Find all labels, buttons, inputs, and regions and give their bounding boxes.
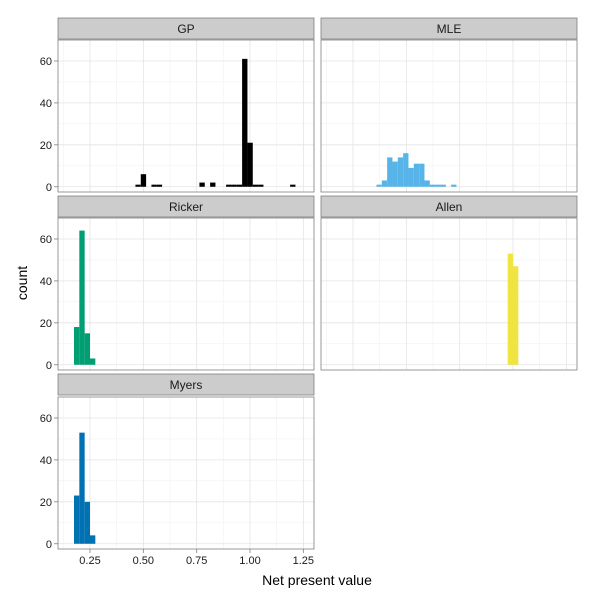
y-tick-label: 20	[40, 318, 52, 330]
histogram-bar	[424, 180, 430, 187]
x-tick-label: 1.00	[239, 555, 260, 567]
histogram-bar	[226, 184, 232, 187]
facet-strip-gp	[57, 17, 315, 40]
histogram-bar	[419, 163, 425, 187]
x-tick-label: 0.50	[133, 555, 154, 567]
y-axis-gp: 0 20 40 60	[40, 56, 58, 194]
y-tick-label: 40	[40, 276, 52, 288]
y-tick-label: 0	[46, 360, 52, 372]
plot-background	[58, 40, 314, 192]
y-axis-myers: 0 20 40 60	[40, 413, 58, 551]
x-axis-title: Net present value	[262, 572, 372, 588]
x-tick-label: 0.25	[79, 555, 100, 567]
y-tick-label: 60	[40, 56, 52, 68]
bars-ricker	[74, 230, 96, 365]
y-tick-label: 0	[46, 182, 52, 194]
histogram-bar	[90, 535, 96, 544]
y-tick-label: 0	[46, 539, 52, 551]
x-tick-label: 0.75	[186, 555, 207, 567]
histogram-bar	[387, 157, 393, 187]
x-tick-label: 1.25	[293, 555, 314, 567]
histogram-bar	[90, 358, 96, 365]
histogram-bar	[429, 184, 436, 187]
histogram-bar	[74, 495, 80, 544]
histogram-bar	[376, 184, 382, 187]
bars-gp	[135, 58, 296, 187]
histogram-bar	[84, 501, 90, 544]
y-tick-label: 40	[40, 98, 52, 110]
facet-strip-mle	[320, 17, 578, 40]
histogram-bar	[84, 333, 90, 365]
y-axis-title: count	[14, 266, 30, 300]
facet-strip-allen	[320, 195, 578, 218]
histogram-bar	[151, 184, 157, 187]
panel-ricker: Ricker 0 20 40 60	[40, 195, 315, 372]
bars-allen	[507, 253, 519, 365]
panel-border	[57, 217, 315, 371]
histogram-bar	[252, 184, 259, 187]
histogram-bar	[199, 182, 205, 187]
histogram-bar	[135, 184, 141, 187]
plot-background	[58, 397, 314, 549]
plot-background	[58, 218, 314, 370]
histogram-bar	[403, 153, 409, 187]
facet-label-ricker: Ricker	[169, 200, 203, 214]
bars-myers	[74, 432, 96, 544]
histogram-bar	[507, 253, 513, 365]
histogram-bar	[381, 180, 388, 187]
panel-myers: Myers 0 20 40 60	[40, 373, 315, 551]
panel-border	[57, 39, 315, 193]
facet-strip-myers	[57, 373, 315, 396]
histogram-bar	[74, 327, 80, 365]
plot-background	[321, 40, 577, 192]
histogram-bar	[408, 167, 414, 187]
histogram-bar	[242, 58, 248, 187]
panel-mle: MLE	[320, 17, 578, 193]
panel-border	[57, 396, 315, 550]
histogram-bar	[231, 184, 237, 187]
histogram-bar	[156, 184, 163, 187]
y-tick-label: 20	[40, 140, 52, 152]
facet-label-allen: Allen	[436, 200, 463, 214]
y-tick-label: 60	[40, 234, 52, 246]
panel-gp: GP 0 20 40 60	[40, 17, 315, 194]
histogram-bar	[140, 174, 147, 187]
y-tick-label: 20	[40, 497, 52, 509]
y-tick-label: 60	[40, 413, 52, 425]
histogram-bar	[247, 142, 253, 187]
facet-label-myers: Myers	[170, 378, 203, 392]
plot-background	[321, 218, 577, 370]
histogram-bar	[397, 157, 404, 187]
histogram-bar	[513, 266, 519, 365]
grid-lines	[321, 217, 577, 370]
histogram-bar	[79, 432, 85, 544]
y-axis-ricker: 0 20 40 60	[40, 234, 58, 372]
facet-label-mle: MLE	[437, 22, 462, 36]
histogram-bar	[236, 184, 243, 187]
bars-mle	[376, 153, 457, 187]
histogram-bar	[290, 184, 296, 187]
panel-border	[320, 39, 578, 193]
panel-allen: Allen	[320, 195, 578, 371]
y-tick-label: 40	[40, 455, 52, 467]
histogram-bar	[435, 184, 441, 187]
histogram-bar	[210, 182, 216, 187]
histogram-bar	[440, 184, 446, 187]
facet-strip-ricker	[57, 195, 315, 218]
panel-border	[320, 217, 578, 371]
facet-label-gp: GP	[177, 22, 194, 36]
grid-lines	[58, 217, 314, 370]
histogram-bar	[451, 184, 457, 187]
x-axis: 0.25 0.50 0.75 1.00 1.25	[79, 549, 314, 567]
histogram-bar	[392, 161, 398, 187]
histogram-bar	[413, 163, 420, 187]
histogram-bar	[258, 184, 264, 187]
histogram-bar	[79, 230, 85, 365]
